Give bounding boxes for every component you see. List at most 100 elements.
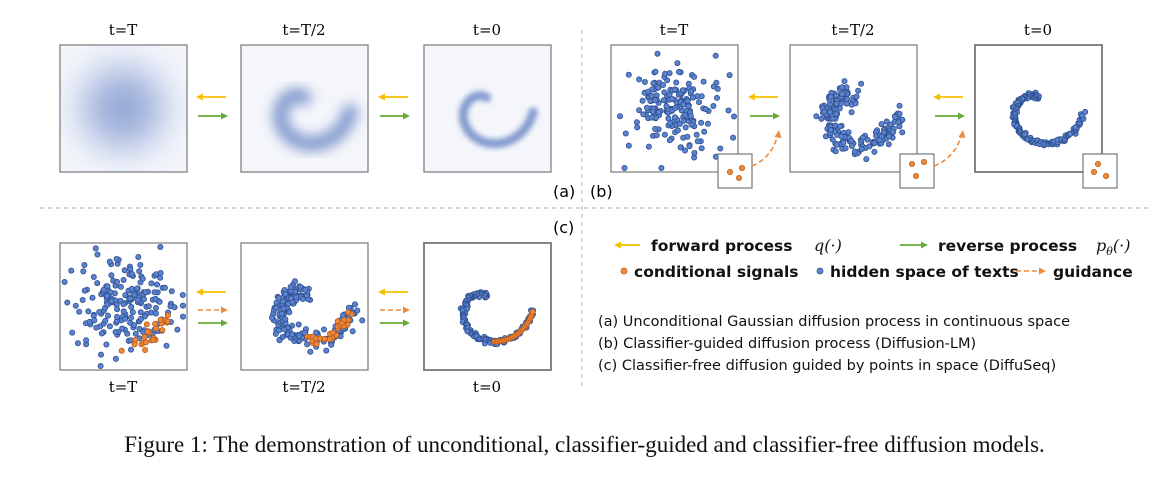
hidden-point — [72, 302, 79, 309]
hidden-point — [120, 308, 127, 315]
hidden-point — [693, 131, 700, 138]
hidden-point — [700, 78, 707, 85]
hidden-point — [108, 272, 115, 279]
hidden-point — [136, 268, 143, 275]
hidden-point — [649, 86, 656, 93]
hidden-point — [621, 164, 628, 171]
hidden-point — [730, 134, 737, 141]
hidden-point — [640, 111, 647, 118]
hidden-point — [648, 92, 655, 99]
hidden-point — [880, 129, 887, 136]
hidden-point — [106, 258, 113, 265]
hidden-point — [676, 68, 683, 75]
hidden-point — [841, 78, 848, 85]
hidden-point — [852, 100, 859, 107]
hidden-point — [714, 94, 721, 101]
hidden-point — [625, 142, 632, 149]
panel-a-time-label: t=T — [109, 21, 138, 39]
hidden-point — [647, 98, 654, 105]
hidden-point — [710, 103, 717, 110]
hidden-point — [658, 164, 665, 171]
hidden-point — [108, 298, 115, 305]
panel-b-guidance-arrow — [933, 130, 966, 167]
hidden-point — [886, 133, 893, 140]
panel-c: (c) t=T t=T/2 t=0 — [59, 218, 574, 396]
description-c: (c) Classifier-free diffusion guided by … — [598, 358, 1056, 374]
hidden-point — [833, 141, 840, 148]
hidden-point — [836, 123, 843, 130]
hidden-point — [827, 126, 834, 133]
hidden-point — [134, 285, 141, 292]
conditional-point-icon — [620, 267, 628, 275]
conditional-point — [144, 328, 151, 335]
legend-conditional-label: conditional signals — [634, 263, 799, 281]
hidden-point — [691, 73, 698, 80]
hidden-point — [114, 278, 121, 285]
hidden-point — [163, 342, 170, 349]
hidden-point — [691, 149, 698, 156]
conditional-point — [313, 341, 320, 348]
hidden-point — [674, 60, 681, 67]
legend-guidance-label: guidance — [1053, 263, 1133, 281]
hidden-point — [291, 278, 298, 285]
hidden-point — [698, 145, 705, 152]
hidden-point — [871, 148, 878, 155]
hidden-point — [653, 132, 660, 139]
hidden-point — [813, 113, 820, 120]
hidden-point — [717, 145, 724, 152]
conditional-point — [118, 347, 125, 354]
panel-c-clean-points — [457, 289, 537, 348]
hidden-point — [694, 138, 701, 145]
conditional-point — [142, 346, 149, 353]
legend-forward: forward process q(·) — [614, 236, 842, 255]
hidden-point — [666, 70, 673, 77]
conditional-point — [341, 316, 348, 323]
hidden-point — [684, 97, 691, 104]
hidden-point — [121, 267, 128, 274]
panel-b-half-points — [813, 78, 906, 163]
panel-a: t=T t=T/2 t=0 — [59, 21, 575, 201]
hidden-point — [652, 97, 659, 104]
hidden-point — [113, 255, 120, 262]
hidden-point — [855, 87, 862, 94]
legend-conditional: conditional signals — [620, 263, 799, 281]
hidden-point — [713, 79, 720, 86]
panel-b-label: (b) — [590, 182, 613, 201]
hidden-point — [128, 270, 135, 277]
hidden-point — [839, 84, 846, 91]
hidden-point — [287, 295, 294, 302]
hidden-point — [152, 310, 159, 317]
hidden-point — [848, 109, 855, 116]
hidden-point — [80, 268, 87, 275]
legend-guidance: guidance — [1016, 263, 1133, 281]
hidden-point — [702, 106, 709, 113]
hidden-point — [687, 113, 694, 120]
hidden-point — [892, 113, 899, 120]
conditional-point — [141, 333, 148, 340]
hidden-point — [688, 88, 695, 95]
panel-c-arrows-1 — [196, 288, 228, 327]
hidden-point — [280, 305, 287, 312]
conditional-point — [326, 336, 333, 343]
hidden-point — [858, 145, 865, 152]
hidden-point — [137, 261, 144, 268]
hidden-point — [636, 76, 643, 83]
hidden-point — [90, 273, 97, 280]
hidden-point — [677, 144, 684, 151]
hidden-point — [157, 243, 164, 250]
hidden-point — [649, 108, 656, 115]
hidden-point — [726, 72, 733, 79]
hidden-point — [127, 266, 134, 273]
hidden-point — [731, 113, 738, 120]
hidden-point — [92, 245, 99, 252]
hidden-point — [105, 312, 112, 319]
hidden-point — [287, 283, 294, 290]
panel-c-time-label: t=T — [109, 378, 138, 396]
hidden-point — [818, 115, 825, 122]
hidden-point — [680, 117, 687, 124]
hidden-point — [839, 91, 846, 98]
hidden-point — [680, 101, 687, 108]
hidden-point — [665, 115, 672, 122]
hidden-point — [853, 93, 860, 100]
hidden-point — [845, 129, 852, 136]
